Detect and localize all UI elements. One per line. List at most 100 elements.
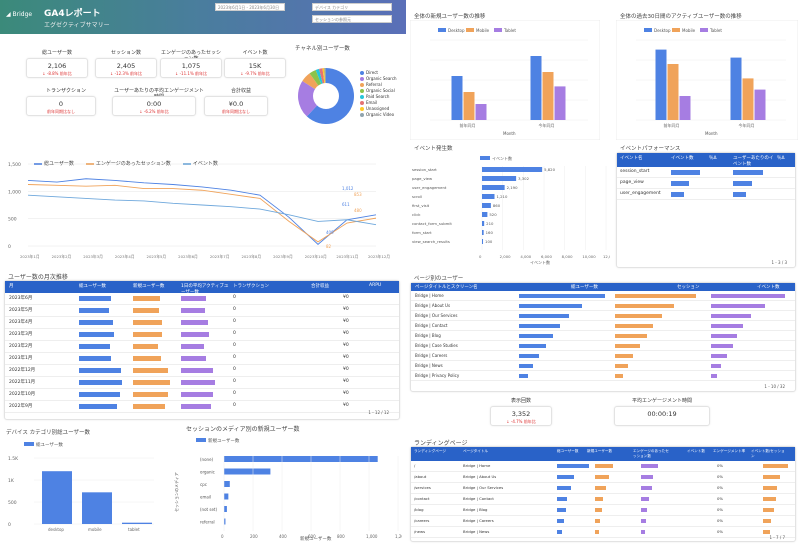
date-range-picker[interactable]: 2023年6月1日 - 2023年6月30日: [215, 3, 285, 11]
x-tick-label: 2023年1月: [20, 254, 40, 259]
page-title-cell: Bridge | Contact: [463, 496, 494, 501]
table-row: Bridge | Home: [411, 291, 795, 301]
event-perf-pager[interactable]: 1 - 3 / 3: [771, 260, 787, 265]
month-cell: 2022年11月: [9, 380, 36, 385]
kpi-change: ↓ -8.8% 前年比: [42, 71, 72, 76]
events-per-session-bar: [763, 497, 776, 501]
legend-label: Organic Video: [366, 112, 395, 117]
active-users-bar: [181, 380, 216, 385]
x-tick-label: 2023年6月: [178, 254, 198, 259]
page-title-cell: Bridge | Careers: [415, 353, 448, 358]
table-row: 2022年10月 0 ¥0: [5, 389, 399, 401]
page-title-cell: Bridge | Blog: [415, 333, 441, 338]
table-row: session_start: [617, 167, 795, 178]
yoy-bar: [554, 86, 566, 120]
table-row: Bridge | Our Services: [411, 311, 795, 321]
legend-label: 新規ユーザー数: [208, 437, 240, 444]
engaged-bar: [641, 508, 647, 512]
kpi-card: 0 前年同期比なし: [26, 96, 96, 116]
kpi-card: 0:00 ↓ -6.2% 前年比: [112, 96, 196, 116]
device-bar: [42, 471, 72, 524]
data-label: 520: [489, 212, 497, 217]
y-tick-label: contact_form_submit: [412, 221, 452, 226]
legend-label: Organic Social: [366, 88, 395, 93]
users-bar: [557, 497, 568, 501]
page-title-cell: Bridge | Home: [463, 463, 491, 468]
x-tick-label: 12,000: [603, 254, 610, 259]
y-tick-label: 0: [8, 522, 11, 528]
engagement-rate-cell: 0%: [717, 474, 724, 479]
data-label: 611: [342, 202, 350, 207]
landing-page-cell: /: [414, 463, 416, 468]
kpi-card: 3,352 ↓ -4.7% 前年比: [490, 406, 552, 426]
legend-swatch: [438, 28, 446, 32]
events-bar: [711, 344, 733, 348]
new-users-bar: [595, 497, 604, 501]
logo-text: Bridge: [12, 11, 33, 18]
legend-label: Tablet: [503, 28, 516, 33]
yoy2-title: 全体の過去30日間のアクティブユーザー数の推移: [620, 14, 742, 20]
pie-title: チャネル別ユーザー数: [295, 46, 350, 52]
table-row: /services Bridge | Our Services 0%: [411, 483, 795, 494]
medium-bar: [224, 456, 378, 462]
legend-label: Direct: [366, 70, 378, 75]
legend-label: Tablet: [709, 28, 722, 33]
x-tick-label: tablet: [128, 527, 140, 532]
table-row: 2023年2月 0 ¥0: [5, 341, 399, 353]
users-bar: [79, 332, 115, 337]
kpi-label: 平均エンゲージメント時間: [632, 398, 692, 404]
x-axis-title: イベント数: [530, 259, 550, 265]
medium-bar: [224, 493, 229, 500]
table-header-cell: イベント名: [620, 156, 643, 161]
transactions-cell: 0: [233, 355, 236, 360]
engagement-rate-cell: 0%: [717, 463, 724, 468]
legend-label: Referral: [366, 82, 382, 87]
series-line: [27, 178, 377, 245]
month-cell: 2023年1月: [9, 356, 33, 361]
pie-legend-item: Direct: [360, 70, 397, 75]
table-row: /news Bridge | News 0%: [411, 527, 795, 538]
device-filter[interactable]: デバイス カテゴリ: [312, 3, 392, 11]
monthly-table: 月 総ユーザー数 新規ユーザー数 1日の平均アクティブユーザー数 トランザクション 合計収…: [4, 280, 400, 420]
users-bar: [519, 324, 560, 328]
engagement-rate-cell: 0%: [717, 485, 724, 490]
y-tick-label: 1,000: [8, 189, 21, 195]
legend-swatch: [85, 162, 94, 165]
y-tick-label: click: [412, 212, 421, 217]
x-tick-label: 1,200: [395, 534, 402, 539]
table-header-cell: ページタイトル: [463, 449, 489, 453]
new-users-bar: [595, 486, 606, 490]
pie-slice: [298, 80, 326, 117]
event-count-bar: [671, 170, 700, 175]
new-users-bar: [133, 308, 160, 313]
table-row: Bridge | Blog: [411, 331, 795, 341]
page-table-pager[interactable]: 1 - 10 / 32: [764, 384, 785, 389]
data-label: 100: [485, 239, 493, 244]
events-bar: [711, 364, 722, 368]
x-tick-label: 2023年9月: [273, 254, 293, 259]
x-tick-label: 前年同月: [664, 122, 680, 128]
data-label: 1,012: [342, 186, 354, 191]
landing-page-cell: /blog: [414, 507, 424, 512]
table-header-cell: イベント数: [757, 285, 780, 290]
source-filter[interactable]: セッションの参照元: [312, 15, 392, 23]
kpi-value: 1,075: [181, 62, 201, 70]
landing-pages-pager[interactable]: 1 - 7 / 7: [769, 535, 785, 540]
page-title-cell: Bridge | Privacy Policy: [415, 373, 460, 378]
table-header-cell: 新規ユーザー数: [587, 449, 613, 453]
yoy1-title: 全体の新規ユーザー数の推移: [414, 14, 486, 20]
table-header-cell: ランディングページ: [414, 449, 447, 453]
users-bar: [79, 380, 122, 385]
medium-bar-chart: 新規ユーザー数 (none) organic cpc email (not set) ref…: [173, 437, 402, 542]
active-users-bar: [181, 404, 212, 409]
x-tick-label: 10,000: [582, 254, 596, 259]
x-tick-label: 2023年7月: [210, 254, 230, 259]
users-bar: [557, 519, 564, 523]
engagement-rate-cell: 0%: [717, 529, 724, 534]
monthly-table-pager[interactable]: 1 - 12 / 12: [368, 410, 389, 415]
y-tick-label: 1K: [8, 478, 15, 484]
kpi-card: 2,405 ↓ -12.3% 前年比: [95, 58, 157, 78]
users-bar: [79, 368, 121, 373]
x-tick-label: 1,000: [366, 534, 378, 539]
new-users-bar: [133, 332, 163, 337]
